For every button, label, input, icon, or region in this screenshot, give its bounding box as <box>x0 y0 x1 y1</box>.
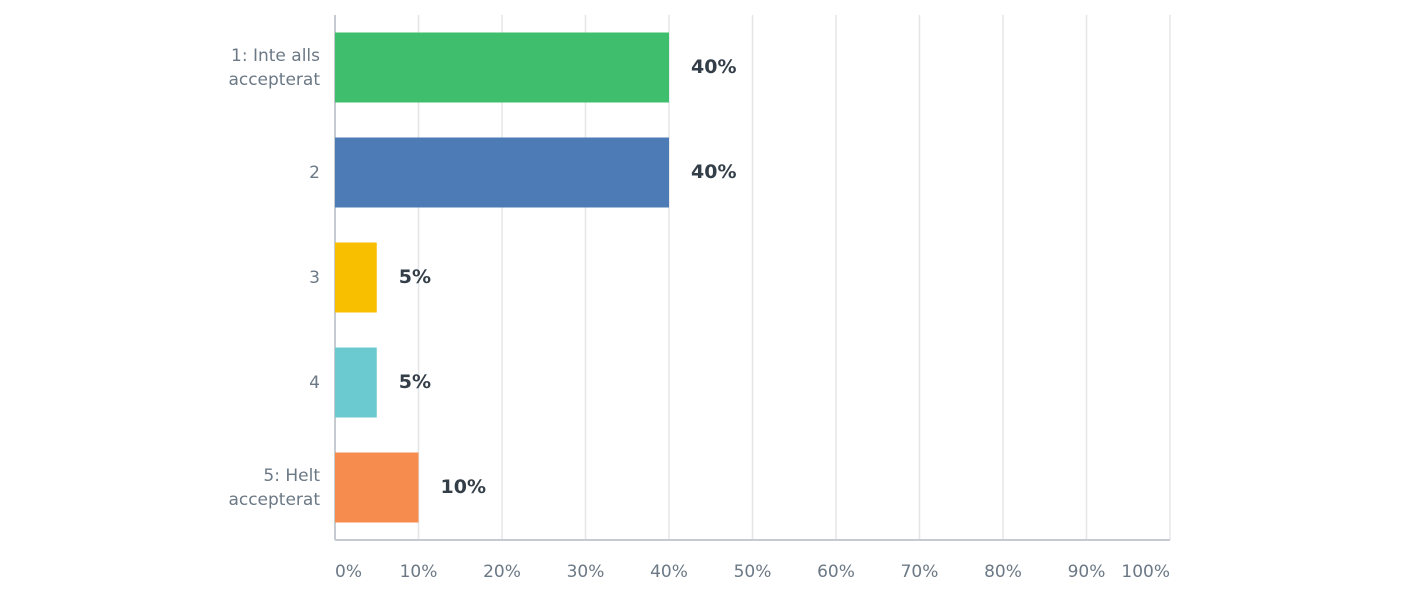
y-tick-label: 4 <box>309 372 320 393</box>
x-tick-label: 70% <box>901 562 939 582</box>
value-label: 10% <box>441 476 486 498</box>
x-tick-label: 0% <box>335 562 362 582</box>
x-tick-label: 20% <box>483 562 521 582</box>
x-tick-label: 30% <box>567 562 605 582</box>
value-label: 5% <box>399 371 431 393</box>
value-label: 40% <box>691 161 736 183</box>
y-tick-label: 3 <box>309 267 320 288</box>
y-tick-label: 2 <box>309 162 320 183</box>
x-tick-label: 40% <box>650 562 688 582</box>
x-tick-label: 80% <box>984 562 1022 582</box>
bar <box>335 32 669 103</box>
x-tick-label: 100% <box>1121 562 1170 582</box>
x-tick-label: 90% <box>1068 562 1106 582</box>
value-label: 5% <box>399 266 431 288</box>
bar <box>335 347 377 418</box>
bar <box>335 137 669 208</box>
bar <box>335 452 419 523</box>
x-tick-label: 50% <box>734 562 772 582</box>
y-tick-label: 5: Helt accepterat <box>228 465 320 510</box>
value-label: 40% <box>691 56 736 78</box>
x-tick-label: 60% <box>817 562 855 582</box>
x-tick-label: 10% <box>400 562 438 582</box>
y-tick-label: 1: Inte alls accepterat <box>228 45 320 90</box>
bar <box>335 242 377 313</box>
